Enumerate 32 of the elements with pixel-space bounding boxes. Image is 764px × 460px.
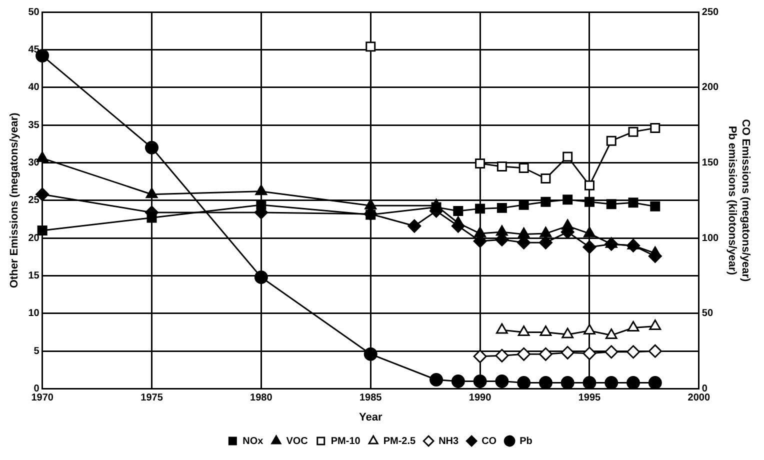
x-tick-label: 1975 [140, 392, 164, 404]
legend-label: Pb [520, 436, 532, 447]
y-axis-title: Other Emissions (megatons/year) [8, 112, 21, 288]
legend-label: VOC [286, 436, 308, 447]
x-tick-label: 1980 [250, 392, 273, 404]
y2-tick-label: 0 [702, 384, 708, 395]
y2-tick-label: 50 [702, 308, 714, 320]
y-tick-label: 20 [28, 232, 40, 244]
y2-tick-label: 150 [702, 157, 720, 168]
y2-tick-label: 200 [702, 82, 720, 94]
legend-label: CO [482, 436, 497, 447]
x-tick-label: 1995 [578, 392, 602, 404]
y2-tick-label: 100 [702, 232, 720, 244]
legend-label: PM-2.5 [383, 436, 416, 447]
y-tick-label: 25 [28, 195, 40, 206]
legend-label: NOx [242, 436, 264, 447]
y2-tick-label: 250 [702, 6, 720, 18]
legend-label: NH3 [438, 436, 460, 447]
legend-label: PM-10 [330, 436, 361, 447]
x-tick-label: 1970 [31, 392, 54, 404]
y-tick-label: 0 [34, 384, 40, 395]
y-tick-label: 35 [28, 120, 40, 131]
y-tick-label: 50 [28, 6, 40, 18]
y-tick-label: 15 [28, 270, 40, 282]
y-tick-label: 5 [34, 346, 40, 357]
x-tick-label: 1990 [468, 392, 492, 404]
y2-axis-title: CO Emissions (megatons/year) Pb emissions (kilotons/year) [726, 119, 752, 282]
y-tick-label: 10 [28, 308, 40, 320]
y-tick-label: 40 [28, 82, 40, 94]
x-axis-title: Year [358, 411, 383, 424]
x-tick-label: 1985 [359, 392, 382, 404]
x-tick-label: 2000 [688, 392, 710, 404]
